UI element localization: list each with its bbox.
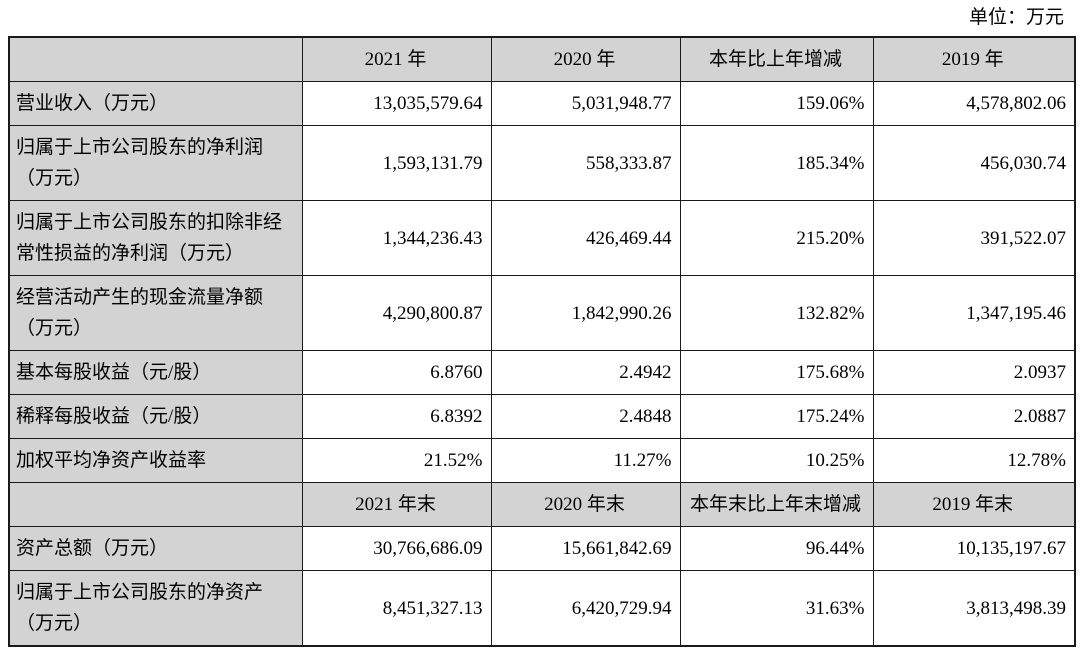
cell-value: 96.44% xyxy=(679,526,874,571)
table-row: 经营活动产生的现金流量净额（万元） 4,290,800.87 1,842,990.2… xyxy=(8,275,1076,351)
column-header: 本年比上年增减 xyxy=(679,36,874,82)
column-header: 本年末比上年末增减 xyxy=(679,482,874,527)
cell-value: 15,661,842.69 xyxy=(490,526,681,571)
row-label: 基本每股收益（元/股） xyxy=(8,350,303,395)
column-header: 2021 年 xyxy=(301,36,492,82)
table-row: 资产总额（万元） 30,766,686.09 15,661,842.69 96.44%… xyxy=(8,526,1076,571)
table-body: 2021 年 2020 年本年比上年增减 2019 年营业收入（万元） 13,035,… xyxy=(8,36,1076,647)
corner-cell xyxy=(8,36,303,82)
column-header: 2019 年 xyxy=(872,36,1076,82)
cell-value: 426,469.44 xyxy=(490,200,681,276)
row-label: 归属于上市公司股东的净利润（万元） xyxy=(8,125,303,201)
row-label: 营业收入（万元） xyxy=(8,81,303,126)
cell-value: 5,031,948.77 xyxy=(490,81,681,126)
cell-value: 10.25% xyxy=(679,438,874,483)
table-row: 加权平均净资产收益率 21.52% 11.27% 10.25% 12.78% xyxy=(8,438,1076,483)
table-row: 营业收入（万元） 13,035,579.64 5,031,948.77 159.06%… xyxy=(8,81,1076,126)
cell-value: 175.68% xyxy=(679,350,874,395)
cell-value: 6.8760 xyxy=(301,350,492,395)
cell-value: 185.34% xyxy=(679,125,874,201)
cell-value: 1,593,131.79 xyxy=(301,125,492,201)
cell-value: 1,842,990.26 xyxy=(490,275,681,351)
cell-value: 12.78% xyxy=(872,438,1076,483)
cell-value: 215.20% xyxy=(679,200,874,276)
cell-value: 6,420,729.94 xyxy=(490,570,681,647)
key-financials-table: 2021 年 2020 年本年比上年增减 2019 年营业收入（万元） 13,035,… xyxy=(8,36,1076,647)
header-row: 2021 年末 2020 年末 本年末比上年末增减 2019 年末 xyxy=(8,482,1076,527)
cell-value: 30,766,686.09 xyxy=(301,526,492,571)
cell-value: 159.06% xyxy=(679,81,874,126)
column-header: 2019 年末 xyxy=(872,482,1076,527)
unit-label: 单位：万元 xyxy=(968,7,1064,28)
cell-value: 4,578,802.06 xyxy=(872,81,1076,126)
column-header: 2020 年 xyxy=(490,36,681,82)
cell-value: 31.63% xyxy=(679,570,874,647)
row-label: 归属于上市公司股东的净资产（万元） xyxy=(8,570,303,647)
cell-value: 456,030.74 xyxy=(872,125,1076,201)
table-row: 基本每股收益（元/股） 6.8760 2.4942 175.68% 2.0937 xyxy=(8,350,1076,395)
table-row: 稀释每股收益（元/股） 6.8392 2.4848 175.24% 2.0887 xyxy=(8,394,1076,439)
column-header: 2021 年末 xyxy=(301,482,492,527)
cell-value: 1,347,195.46 xyxy=(872,275,1076,351)
row-label: 加权平均净资产收益率 xyxy=(8,438,303,483)
cell-value: 2.4848 xyxy=(490,394,681,439)
cell-value: 6.8392 xyxy=(301,394,492,439)
table-row: 归属于上市公司股东的扣除非经常性损益的净利润（万元） 1,344,236.43 42… xyxy=(8,200,1076,276)
cell-value: 1,344,236.43 xyxy=(301,200,492,276)
cell-value: 8,451,327.13 xyxy=(301,570,492,647)
cell-value: 3,813,498.39 xyxy=(872,570,1076,647)
cell-value: 558,333.87 xyxy=(490,125,681,201)
cell-value: 11.27% xyxy=(490,438,681,483)
cell-value: 2.4942 xyxy=(490,350,681,395)
header-row: 2021 年 2020 年本年比上年增减 2019 年 xyxy=(8,36,1076,82)
cell-value: 2.0937 xyxy=(872,350,1076,395)
cell-value: 13,035,579.64 xyxy=(301,81,492,126)
row-label: 经营活动产生的现金流量净额（万元） xyxy=(8,275,303,351)
cell-value: 175.24% xyxy=(679,394,874,439)
cell-value: 4,290,800.87 xyxy=(301,275,492,351)
row-label: 资产总额（万元） xyxy=(8,526,303,571)
corner-cell xyxy=(8,482,303,527)
table-row: 归属于上市公司股东的净资产（万元） 8,451,327.13 6,420,729.9… xyxy=(8,570,1076,647)
row-label: 稀释每股收益（元/股） xyxy=(8,394,303,439)
column-header: 2020 年末 xyxy=(490,482,681,527)
cell-value: 132.82% xyxy=(679,275,874,351)
row-label: 归属于上市公司股东的扣除非经常性损益的净利润（万元） xyxy=(8,200,303,276)
cell-value: 21.52% xyxy=(301,438,492,483)
cell-value: 391,522.07 xyxy=(872,200,1076,276)
cell-value: 10,135,197.67 xyxy=(872,526,1076,571)
report-page: 单位：万元 2021 年 2020 年本年比上年增减 2019 年营业收入（万元） 1… xyxy=(8,7,1076,647)
table-row: 归属于上市公司股东的净利润（万元） 1,593,131.79 558,333.87 1… xyxy=(8,125,1076,201)
cell-value: 2.0887 xyxy=(872,394,1076,439)
